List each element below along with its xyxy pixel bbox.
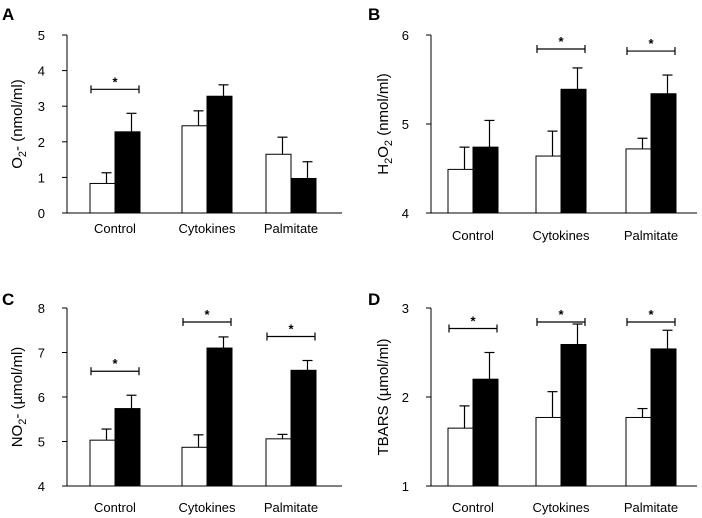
significance-star: * [470,314,476,329]
panel-letter: B [368,5,380,24]
y-tick-label: 3 [38,99,45,114]
open-bar [625,416,652,487]
panel-C: C 4 5 6 7 8 NO2- (µmol/ml) Control Cytokines Palm… [2,290,342,515]
open-bar [265,438,292,487]
y-tick-label: 3 [402,301,409,316]
category-label: Cytokines [532,500,590,515]
y-tick-label: 4 [38,64,45,79]
y-axis-label: O2- (nmol/ml) [9,79,29,168]
y-tick-label: 1 [402,479,409,494]
y-axis-label-rest: - (nmol/ml) [9,79,26,151]
open-bar [89,182,116,214]
y-tick-label: 6 [38,390,45,405]
y-tick-label: 5 [38,435,45,450]
category-label: Cytokines [532,228,590,243]
filled-bar [114,408,141,487]
open-bar [535,416,562,487]
y-tick-label: 4 [38,479,45,494]
filled-bar [472,378,499,487]
open-bar [181,125,208,214]
open-bar [535,155,562,214]
category-label: Control [94,500,136,515]
category-label: Control [94,221,136,236]
filled-bar [560,88,587,214]
y-axis-label-subscript: 2 [17,151,29,157]
significance-star: * [288,322,294,337]
y-axis-label-main: H [375,164,392,175]
filled-bar [206,95,233,214]
y-axis-label-rest: - (µmol/ml) [9,347,26,419]
y-axis-label-main: NO [9,425,26,448]
significance-star: * [112,356,118,371]
y-tick-label: 2 [402,390,409,405]
panel-letter: A [2,5,14,24]
significance-star: * [648,36,654,51]
significance-star: * [204,307,210,322]
category-label: Cytokines [178,221,236,236]
category-label: Cytokines [178,500,236,515]
filled-bar [650,348,677,487]
open-bar [181,446,208,487]
open-bar [447,168,474,214]
panel-D: D 1 2 3 TBARS (µmol/ml) Control Cytokines Palmi… [368,290,697,515]
filled-bar [114,131,141,214]
filled-bar [290,369,317,487]
y-tick-label: 5 [402,117,409,132]
category-label: Control [452,500,494,515]
open-bar [89,439,116,487]
significance-star: * [648,307,654,322]
y-tick-label: 6 [402,28,409,43]
open-bar [625,148,652,214]
y-axis-label-subscript: 2 [383,158,395,164]
y-axis-label: TBARS (µmol/ml) [375,339,392,456]
panel-letter: D [368,290,380,309]
y-axis-label: H2O2 (nmol/ml) [375,73,395,174]
y-axis-label-main2: O [375,146,392,158]
y-tick-label: 1 [38,170,45,185]
category-label: Palmitate [264,500,318,515]
category-label: Palmitate [264,221,318,236]
significance-star: * [112,74,118,89]
y-tick-label: 4 [402,206,409,221]
category-label: Palmitate [624,500,678,515]
y-tick-label: 2 [38,135,45,150]
y-axis-label-main: O [9,157,26,169]
category-label: Control [452,228,494,243]
y-axis-label-subscript: 2 [17,419,29,425]
open-bar [265,153,292,214]
significance-star: * [558,307,564,322]
significance-star: * [558,34,564,49]
y-tick-label: 8 [38,301,45,316]
filled-bar [472,146,499,214]
y-tick-label: 5 [38,28,45,43]
y-axis-label-subscript2: 2 [383,140,395,146]
panel-letter: C [2,290,14,309]
y-axis-label-main: TBARS (µmol/ml) [375,339,392,456]
filled-bar [206,347,233,487]
filled-bar [650,93,677,214]
y-axis-label-rest: (nmol/ml) [375,73,392,140]
filled-bar [560,343,587,487]
y-tick-label: 0 [38,206,45,221]
y-axis-label: NO2- (µmol/ml) [9,347,29,448]
open-bar [447,427,474,487]
y-tick-label: 7 [38,346,45,361]
filled-bar [290,177,317,214]
category-label: Palmitate [624,228,678,243]
